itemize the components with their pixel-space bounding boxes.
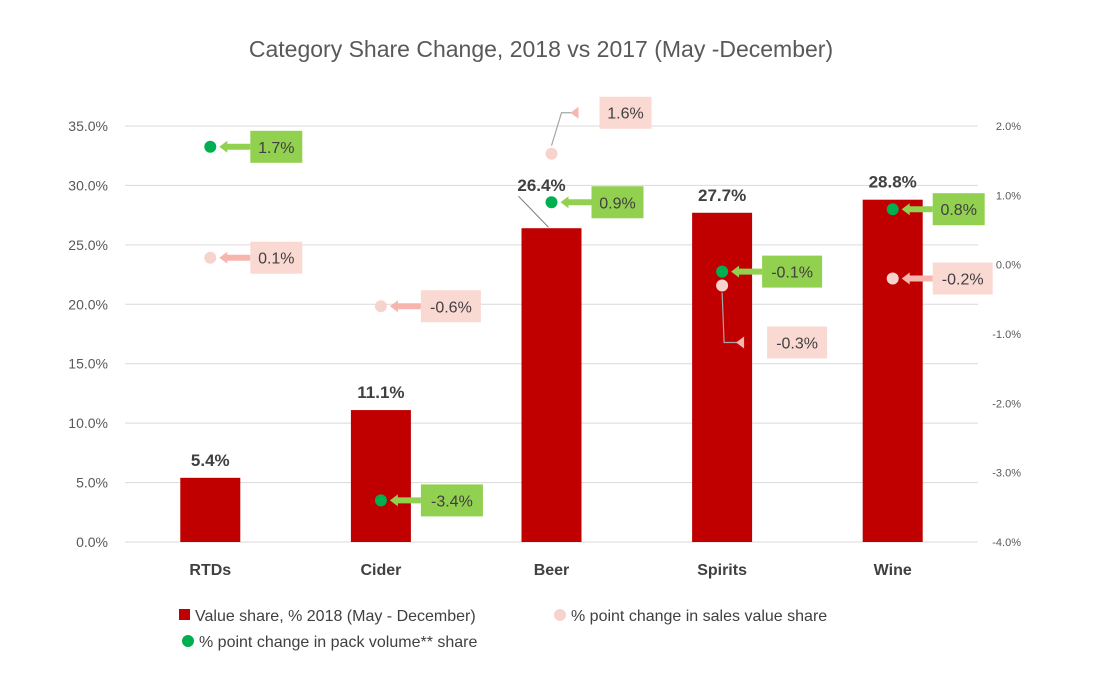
callout-arrow bbox=[901, 203, 933, 216]
sales-share-point bbox=[716, 279, 729, 292]
pack-share-point bbox=[886, 203, 899, 216]
legend-swatch bbox=[182, 635, 194, 647]
callout-arrow bbox=[219, 140, 251, 153]
category-label: Wine bbox=[874, 562, 912, 579]
callout-label: -3.4% bbox=[431, 493, 473, 510]
bar-label-leader bbox=[518, 195, 549, 228]
pack-share-point bbox=[204, 140, 217, 153]
left-axis-tick-label: 0.0% bbox=[76, 534, 108, 550]
left-axis-tick-label: 5.0% bbox=[76, 475, 108, 491]
right-axis-ticks: -4.0% -3.0% -2.0% -1.0% 0.0% 1.0% 2.0% bbox=[992, 121, 1021, 549]
bar-value-label: 11.1% bbox=[357, 383, 404, 402]
left-axis-tick-label: 20.0% bbox=[68, 296, 108, 312]
legend-label: % point change in sales value share bbox=[571, 608, 827, 625]
bar-spirits bbox=[692, 212, 753, 542]
callout-box bbox=[762, 255, 823, 288]
right-axis-tick-label: -1.0% bbox=[992, 329, 1021, 341]
legend-swatch bbox=[554, 609, 566, 621]
left-axis-ticks: 0.0% 5.0% 10.0% 15.0% 20.0% 25.0% 30.0% 35.0% bbox=[68, 118, 108, 550]
callout-box bbox=[420, 290, 481, 323]
right-axis-tick-label: 1.0% bbox=[996, 190, 1021, 202]
category-labels: RTDs Cider Beer Spirits Wine bbox=[189, 562, 911, 579]
category-label: Cider bbox=[360, 562, 401, 579]
right-axis-tick-label: -3.0% bbox=[992, 468, 1021, 480]
legend: Value share, % 2018 (May - December) % po… bbox=[179, 608, 827, 651]
callout-box bbox=[599, 96, 652, 129]
callout-leader bbox=[550, 112, 572, 146]
callout-label: 0.8% bbox=[940, 202, 976, 219]
callout-label: -0.6% bbox=[430, 299, 472, 316]
callout-label: 1.6% bbox=[607, 106, 643, 123]
sales-share-point bbox=[545, 147, 558, 160]
category-label: Spirits bbox=[697, 562, 747, 579]
bar-wine bbox=[862, 199, 923, 543]
callout-arrow bbox=[389, 300, 421, 313]
callout-label: -0.2% bbox=[942, 272, 984, 289]
legend-swatch bbox=[179, 609, 190, 620]
callout-label: -0.1% bbox=[771, 265, 813, 282]
callout-box bbox=[591, 186, 644, 219]
left-axis-tick-label: 25.0% bbox=[68, 237, 108, 253]
bar-value-label: 28.8% bbox=[869, 173, 917, 192]
callout-box bbox=[932, 262, 993, 295]
sales-share-point bbox=[374, 300, 387, 313]
pack-share-point bbox=[716, 265, 729, 278]
pack-share-point bbox=[374, 494, 387, 507]
sales-share-point bbox=[886, 272, 899, 285]
callout-arrow bbox=[570, 106, 579, 119]
callout-arrow bbox=[219, 251, 251, 264]
callout-box bbox=[250, 241, 303, 274]
legend-label: % point change in pack volume** share bbox=[199, 634, 477, 651]
legend-label: Value share, % 2018 (May - December) bbox=[195, 608, 476, 625]
category-label: Beer bbox=[534, 562, 570, 579]
category-label: RTDs bbox=[189, 562, 231, 579]
left-axis-tick-label: 30.0% bbox=[68, 177, 108, 193]
right-axis-tick-label: -2.0% bbox=[992, 398, 1021, 410]
bar-value-label: 26.4% bbox=[517, 176, 565, 195]
bar-rtds bbox=[180, 477, 241, 542]
left-axis-tick-label: 10.0% bbox=[68, 415, 108, 431]
callout-arrow bbox=[560, 196, 592, 209]
bar-value-label: 27.7% bbox=[698, 186, 746, 205]
right-axis-tick-label: -4.0% bbox=[992, 537, 1021, 549]
callout-label: -0.3% bbox=[776, 335, 818, 352]
callout-box bbox=[767, 326, 828, 359]
callout-label: 1.7% bbox=[258, 140, 294, 157]
bar-value-label: 5.4% bbox=[191, 451, 230, 470]
callout-box bbox=[420, 484, 483, 517]
callout-leader bbox=[721, 292, 741, 344]
pack-share-point bbox=[545, 196, 558, 209]
right-axis-tick-label: 0.0% bbox=[996, 260, 1021, 272]
callout-label: 0.9% bbox=[599, 195, 635, 212]
bar-beer bbox=[521, 228, 582, 542]
callout-label: 0.1% bbox=[258, 251, 294, 268]
marker-callouts: 0.1% -0.6% 1.6% -0.3% -0.2% 1.7% -3.4% 0.9% -0.1… bbox=[204, 96, 993, 517]
right-axis-tick-label: 2.0% bbox=[996, 121, 1021, 133]
left-axis-tick-label: 15.0% bbox=[68, 356, 108, 372]
callout-arrow bbox=[736, 336, 745, 349]
callout-box bbox=[932, 193, 985, 226]
callout-arrow bbox=[731, 265, 763, 278]
bar-cider bbox=[350, 410, 411, 542]
chart-title: Category Share Change, 2018 vs 2017 (May… bbox=[249, 36, 833, 62]
callout-box bbox=[250, 130, 303, 163]
sales-share-point bbox=[204, 251, 217, 264]
callout-arrow bbox=[389, 494, 421, 507]
left-axis-tick-label: 35.0% bbox=[68, 118, 108, 134]
callout-arrow bbox=[901, 272, 933, 285]
